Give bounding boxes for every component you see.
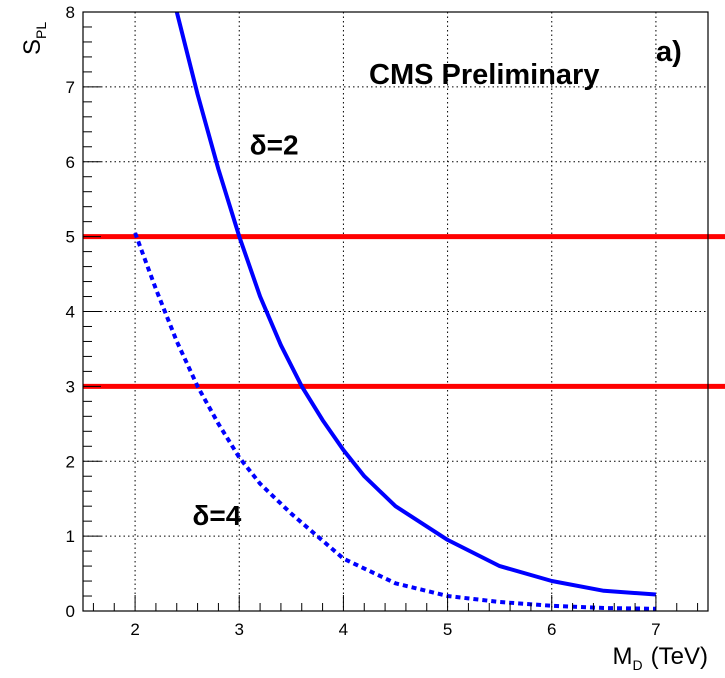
- y-tick-label: 1: [66, 527, 75, 546]
- y-tick-label: 6: [66, 153, 75, 172]
- y-tick-label: 4: [66, 303, 75, 322]
- x-tick-label: 4: [339, 620, 348, 639]
- x-tick-label: 2: [130, 620, 139, 639]
- annotations: δ=2 δ=4: [192, 129, 298, 531]
- x-tick-label: 7: [651, 620, 660, 639]
- x-tick-label: 6: [547, 620, 556, 639]
- y-axis-title: SPL: [19, 22, 49, 55]
- y-tick-labels: 0 1 2 3 4 5 6 7 8: [66, 3, 75, 621]
- y-tick-label: 8: [66, 3, 75, 22]
- chart-title: CMS Preliminary: [369, 59, 599, 91]
- y-tick-label: 7: [66, 78, 75, 97]
- x-tick-label: 3: [235, 620, 244, 639]
- grid: [83, 12, 708, 611]
- y-tick-label: 3: [66, 377, 75, 396]
- x-axis-title: MD (TeV): [613, 643, 708, 673]
- y-tick-label: 5: [66, 228, 75, 247]
- y-tick-label: 0: [66, 602, 75, 621]
- annotation-2: δ=4: [192, 500, 241, 531]
- y-tick-label: 2: [66, 452, 75, 471]
- annotation-1: δ=2: [250, 129, 299, 160]
- tick-marks: [83, 11, 699, 612]
- series-line-2: [133, 232, 656, 611]
- panel-label: a): [656, 36, 682, 68]
- x-tick-label: 5: [443, 620, 452, 639]
- reference-lines: [83, 234, 725, 389]
- series-line-1: [174, 11, 657, 597]
- series-group: [133, 11, 657, 611]
- x-tick-labels: 2 3 4 5 6 7: [130, 620, 660, 639]
